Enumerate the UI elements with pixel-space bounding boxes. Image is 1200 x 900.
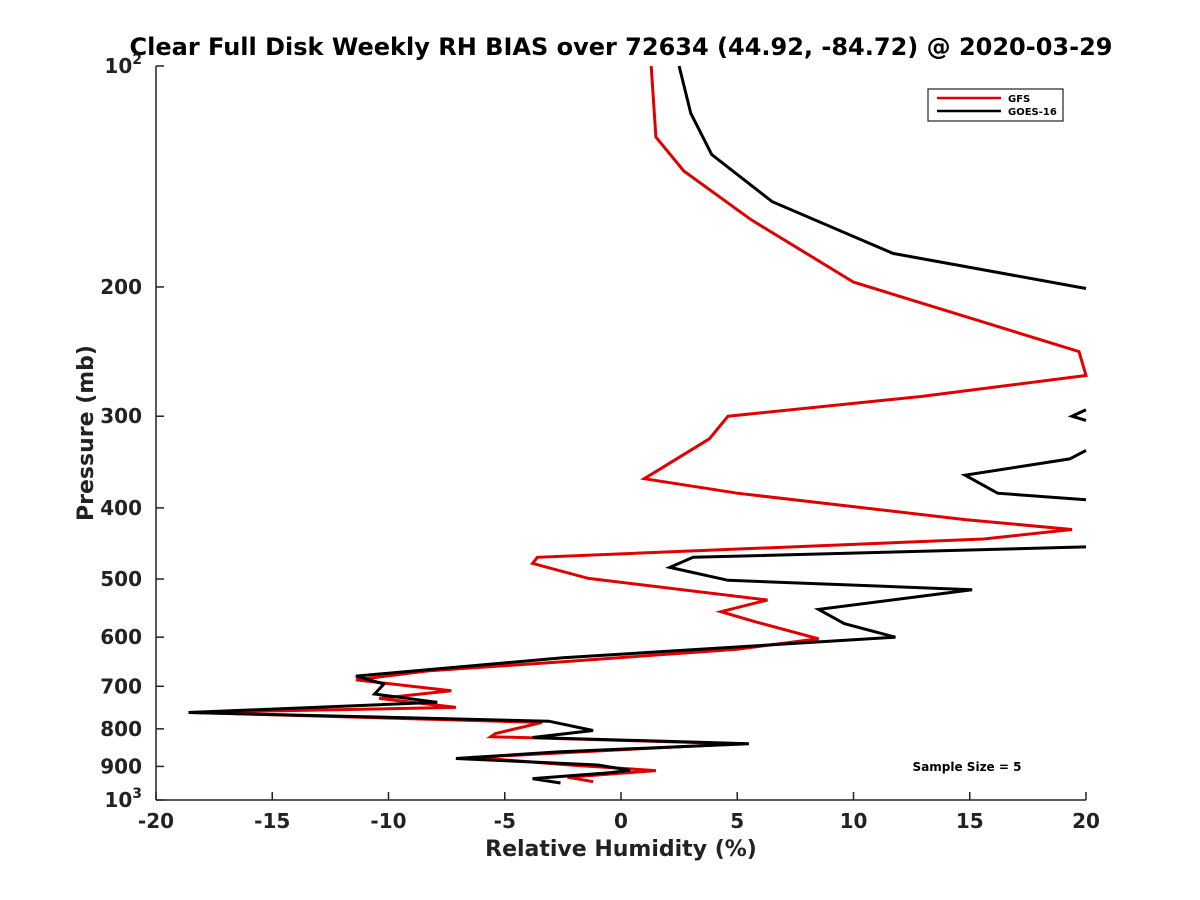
x-tick-label: 5: [730, 809, 744, 833]
legend-label-gfs: GFS: [1008, 94, 1030, 105]
y-axis-label: Pressure (mb): [74, 345, 99, 521]
y-tick-label: 600: [100, 625, 142, 649]
y-tick-label: 900: [100, 754, 142, 778]
legend-box: [927, 88, 1064, 122]
y-tick-label: 400: [100, 496, 142, 520]
chart-title: Clear Full Disk Weekly RH BIAS over 7263…: [130, 33, 1113, 61]
x-tick-label: -5: [494, 809, 516, 833]
series-line-goes-16: [1067, 408, 1087, 422]
sample-size-annotation: Sample Size = 5: [913, 760, 1022, 774]
legend-label-goes-16: GOES-16: [1008, 107, 1057, 118]
y-tick-label: 500: [100, 567, 142, 591]
series-line-goes-16: [677, 65, 1087, 290]
y-tick-label: 103: [104, 786, 142, 812]
series-line-gfs: [190, 65, 1088, 784]
x-tick-label: -20: [138, 809, 174, 833]
x-tick-label: 0: [614, 809, 628, 833]
plot-series: [188, 65, 1088, 785]
y-tick-label: 102: [104, 52, 142, 78]
plot-axes: -20 -15 -10 -5 0 5 10 15 20 102 200 300 400 500 600 700…: [100, 52, 1100, 833]
series-line-goes-16: [960, 449, 1087, 502]
x-axis-label: Relative Humidity (%): [485, 837, 757, 862]
series-line-goes-16: [188, 545, 1087, 785]
y-tick-label: 700: [100, 674, 142, 698]
y-tick-label: 200: [100, 275, 142, 299]
x-tick-label: 15: [956, 809, 984, 833]
y-tick-label: 800: [100, 717, 142, 741]
x-tick-label: 10: [840, 809, 868, 833]
x-tick-label: 20: [1072, 809, 1100, 833]
x-tick-label: -10: [370, 809, 406, 833]
x-tick-label: -15: [254, 809, 290, 833]
y-tick-label: 300: [100, 404, 142, 428]
legend: GFS GOES-16: [927, 88, 1064, 122]
